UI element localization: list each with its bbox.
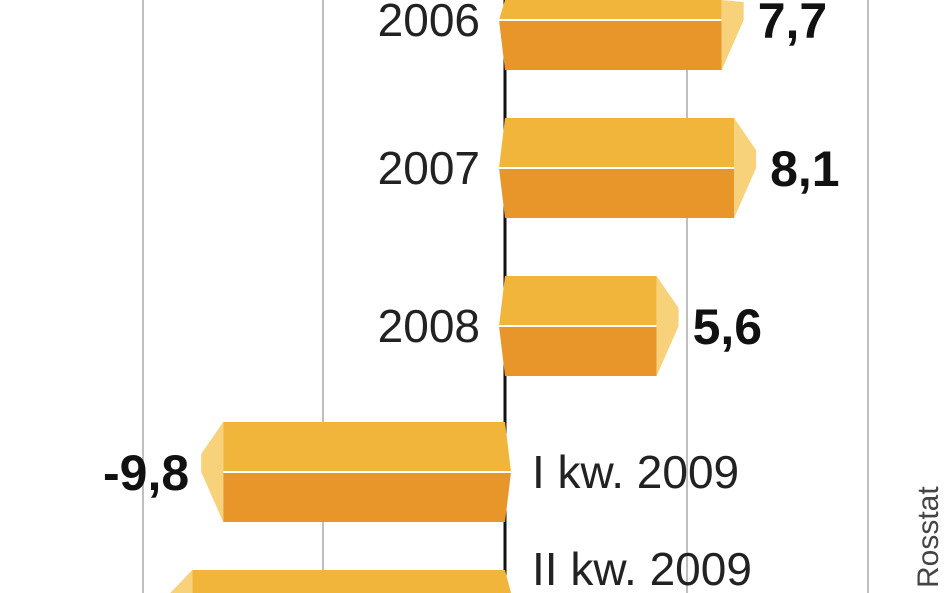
category-label: 2007 xyxy=(378,142,480,194)
bar-bottom-face xyxy=(499,326,657,376)
category-label: 2008 xyxy=(378,300,480,352)
value-label: 5,6 xyxy=(693,299,763,355)
category-label: 2006 xyxy=(378,0,480,46)
bar-top-face xyxy=(499,0,722,20)
bar-end-cap xyxy=(656,276,679,376)
bar-top-face xyxy=(499,118,735,168)
bar-bottom-face xyxy=(499,168,735,218)
bar-top-face xyxy=(223,422,511,472)
bar-end-cap xyxy=(201,422,224,522)
value-label: -9,8 xyxy=(103,445,189,501)
bar-top-face xyxy=(499,276,657,326)
bar-end-cap xyxy=(170,570,193,593)
value-label: 7,7 xyxy=(758,0,828,49)
bar-end-cap xyxy=(734,118,757,218)
bar-end-cap xyxy=(721,0,744,70)
category-label: II kw. 2009 xyxy=(532,543,752,593)
bar-bottom-face xyxy=(499,20,722,70)
bar-bottom-face xyxy=(223,472,511,522)
source-label: Rosstat xyxy=(912,486,945,588)
category-label: I kw. 2009 xyxy=(532,446,739,498)
bar-top-face xyxy=(192,570,511,593)
value-label: 8,1 xyxy=(770,141,840,197)
